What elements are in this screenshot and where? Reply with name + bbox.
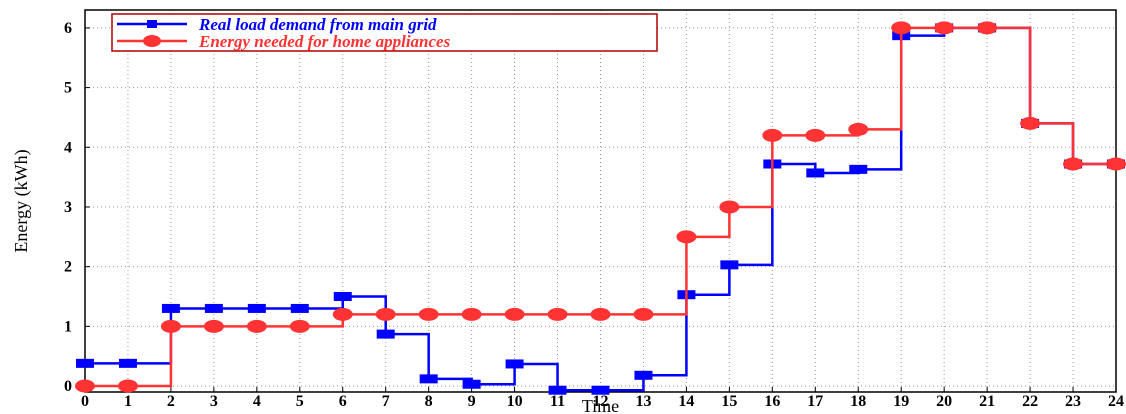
x-tick-label: 5 xyxy=(296,393,304,410)
legend-entry: Energy needed for home appliances xyxy=(198,32,451,51)
data-point xyxy=(504,307,525,321)
legend-marker xyxy=(147,20,157,28)
x-tick-label: 4 xyxy=(253,393,261,410)
data-point xyxy=(375,307,396,321)
data-point xyxy=(805,128,826,142)
data-point xyxy=(203,319,224,333)
data-point xyxy=(289,319,310,333)
data-point xyxy=(160,319,181,333)
y-tick-label: 4 xyxy=(64,139,72,156)
x-tick-label: 15 xyxy=(721,393,737,410)
data-point xyxy=(462,379,481,389)
x-axis-label: Time xyxy=(582,396,619,414)
x-tick-label: 18 xyxy=(850,393,866,410)
series-1 xyxy=(76,23,1125,395)
x-tick-label: 24 xyxy=(1108,393,1124,410)
data-point xyxy=(418,307,439,321)
data-point xyxy=(117,379,138,393)
series-group xyxy=(75,21,1126,395)
x-tick-label: 16 xyxy=(764,393,780,410)
data-point xyxy=(246,319,267,333)
data-point xyxy=(633,307,654,321)
x-tick-label: 19 xyxy=(893,393,909,410)
x-tick-label: 10 xyxy=(507,393,523,410)
data-point xyxy=(762,128,783,142)
x-tick-label: 20 xyxy=(936,393,952,410)
x-tick-label: 6 xyxy=(339,393,347,410)
data-point xyxy=(204,303,223,313)
data-point xyxy=(848,122,869,136)
x-tick-label: 12 xyxy=(593,393,609,410)
x-tick-label: 23 xyxy=(1065,393,1081,410)
data-point xyxy=(719,200,740,214)
data-point xyxy=(419,374,438,384)
legend-marker xyxy=(143,35,161,47)
data-point xyxy=(934,21,955,35)
data-point xyxy=(547,307,568,321)
data-point xyxy=(591,385,610,395)
data-point xyxy=(806,168,825,178)
grid xyxy=(85,10,1116,392)
data-point xyxy=(849,164,868,174)
data-point xyxy=(332,307,353,321)
x-tick-label: 21 xyxy=(979,393,995,410)
data-point xyxy=(891,21,912,35)
legend-box xyxy=(111,13,658,52)
data-point xyxy=(75,379,95,393)
x-tick-label: 13 xyxy=(635,393,651,410)
data-point xyxy=(118,358,137,368)
series-line xyxy=(85,26,1116,388)
x-tick-label: 0 xyxy=(81,393,89,410)
x-tick-label: 17 xyxy=(807,393,823,410)
y-tick-label: 1 xyxy=(64,318,72,335)
data-point xyxy=(247,303,266,313)
x-tick-label: 14 xyxy=(678,393,694,410)
data-point xyxy=(1106,157,1126,171)
data-point xyxy=(333,292,352,301)
data-point xyxy=(548,385,567,395)
x-tick-label: 1 xyxy=(124,393,132,410)
data-point xyxy=(161,303,180,313)
data-point xyxy=(461,307,482,321)
data-point xyxy=(590,307,611,321)
data-point xyxy=(977,21,998,35)
x-tick-label: 11 xyxy=(550,393,565,410)
x-tick-label: 22 xyxy=(1022,393,1038,410)
data-point xyxy=(376,329,395,339)
y-tick-label: 6 xyxy=(64,20,72,37)
legend-entry: Real load demand from main grid xyxy=(198,15,437,34)
y-tick-label: 3 xyxy=(64,199,72,216)
x-tick-label: 7 xyxy=(382,393,390,410)
data-point xyxy=(76,358,94,368)
data-point xyxy=(720,260,739,270)
y-axis-label: Energy (kWh) xyxy=(11,149,32,252)
x-tick-label: 9 xyxy=(468,393,476,410)
x-tick-label: 3 xyxy=(210,393,218,410)
x-tick-label: 2 xyxy=(167,393,175,410)
series-2 xyxy=(75,21,1126,393)
y-tick-label: 0 xyxy=(64,378,72,395)
data-point xyxy=(634,370,653,380)
axis-ticks: 0 1 2 3 4 5 6 7 8 9 10 11 12 13 14 15 16 17 18 19 20 21 22 23 24… xyxy=(64,20,1124,410)
data-point xyxy=(290,303,309,313)
data-point xyxy=(1063,157,1084,171)
data-point xyxy=(676,230,697,244)
data-point xyxy=(1020,116,1041,130)
y-tick-label: 2 xyxy=(64,259,72,276)
x-tick-label: 8 xyxy=(425,393,433,410)
data-point xyxy=(505,359,524,369)
y-tick-label: 5 xyxy=(64,80,72,97)
